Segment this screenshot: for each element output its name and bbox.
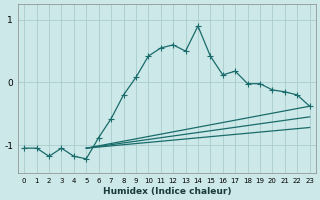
X-axis label: Humidex (Indice chaleur): Humidex (Indice chaleur) xyxy=(103,187,231,196)
